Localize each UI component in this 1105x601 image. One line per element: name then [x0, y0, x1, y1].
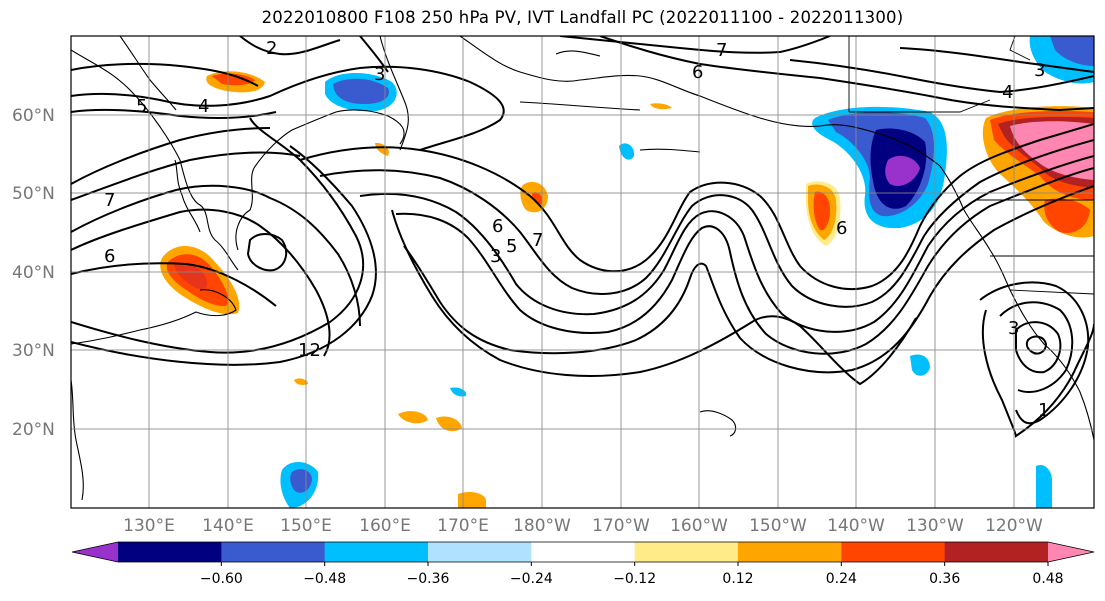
colorbar-tick-label: 0.24	[826, 571, 857, 587]
anomaly-japan-core	[174, 263, 208, 290]
colorbar-extend-min	[72, 542, 118, 562]
map-panel: 2 3 4 5 6 7 7 6 6 5 3 7 12 3 6 3 4 1	[71, 36, 1094, 508]
lon-label: 140°E	[202, 516, 254, 536]
colorbar-outline	[71, 541, 1095, 563]
anomaly-gulf-alaska-core	[885, 155, 920, 187]
lon-label: 150°W	[749, 516, 807, 536]
contour-label: 3	[1008, 318, 1019, 339]
lon-label: 170°E	[437, 516, 489, 536]
gridlines	[71, 36, 1094, 508]
contour-label: 3	[1034, 60, 1045, 81]
map-frame	[70, 35, 1095, 509]
anomaly-pacific-northwest-core	[1010, 121, 1094, 180]
contour-label: 2	[266, 38, 277, 59]
lon-label: 180°W	[513, 516, 571, 536]
contour-label: 1	[1038, 400, 1049, 421]
colorbar-tick-label: −0.48	[303, 571, 346, 587]
colorbar-tick-labels: −0.60 −0.48 −0.36 −0.24 −0.12 0.12 0.24 0.36 0.4…	[200, 562, 1064, 587]
lon-label: 140°W	[827, 516, 885, 536]
colorbar-tick-label: 0.36	[929, 571, 960, 587]
colorbar-segment	[634, 542, 739, 562]
colorbar-tick-label: −0.24	[510, 571, 553, 587]
colorbar-tick-label: −0.36	[407, 571, 450, 587]
lat-label: 60°N	[12, 106, 55, 126]
colorbar-extend-max	[1048, 542, 1094, 562]
lon-label: 130°E	[123, 516, 175, 536]
contour-label: 5	[136, 96, 147, 117]
contour-label: 6	[492, 216, 503, 237]
contour-label: 3	[374, 64, 385, 85]
colorbar-segment	[221, 542, 326, 562]
lat-label: 20°N	[12, 420, 55, 440]
colorbar-segment	[944, 542, 1049, 562]
contour-label: 3	[490, 246, 501, 267]
colorbar-tick-label: 0.12	[722, 571, 753, 587]
plot-title: 2022010800 F108 250 hPa PV, IVT Landfall…	[261, 8, 904, 27]
lat-label: 30°N	[12, 341, 55, 361]
contour-label: 12	[298, 340, 321, 361]
coastlines	[71, 36, 1094, 501]
longitude-labels: 130°E 140°E 150°E 160°E 170°E 180°W 170°…	[123, 516, 1043, 536]
lon-label: 160°E	[359, 516, 411, 536]
lon-label: 170°W	[592, 516, 650, 536]
contour-label: 6	[104, 246, 115, 267]
colorbar-segment	[324, 542, 429, 562]
contour-label: 7	[532, 230, 543, 251]
lat-label: 40°N	[12, 263, 55, 283]
colorbar-segment	[118, 542, 222, 562]
pv-contours	[71, 36, 1094, 438]
latitude-labels: 60°N 50°N 40°N 30°N 20°N	[12, 106, 55, 440]
lat-label: 50°N	[12, 184, 55, 204]
contour-labels: 2 3 4 5 6 7 7 6 6 5 3 7 12 3 6 3 4 1	[104, 38, 1049, 421]
contour-label: 4	[198, 96, 209, 117]
shaded-anomaly-regions	[160, 36, 1094, 508]
colorbar-tick-label: −0.60	[200, 571, 243, 587]
lon-label: 150°E	[280, 516, 332, 536]
colorbar-tick-label: 0.48	[1032, 571, 1063, 587]
colorbar-tick-label: −0.12	[613, 571, 656, 587]
contour-label: 5	[506, 236, 517, 257]
colorbar	[71, 541, 1095, 563]
contour-label: 6	[692, 62, 703, 83]
colorbar-segment	[531, 542, 636, 562]
colorbar-segment	[428, 542, 532, 562]
contour-label: 7	[716, 40, 727, 61]
colorbar-segment	[738, 542, 842, 562]
anomaly-okhotsk-core	[333, 78, 389, 104]
lon-label: 130°W	[906, 516, 964, 536]
contour-label: 4	[1002, 82, 1013, 103]
colorbar-segment	[841, 542, 946, 562]
lon-label: 120°W	[985, 516, 1043, 536]
contour-label: 7	[104, 190, 115, 211]
contour-label: 6	[836, 218, 847, 239]
lon-label: 160°W	[670, 516, 728, 536]
